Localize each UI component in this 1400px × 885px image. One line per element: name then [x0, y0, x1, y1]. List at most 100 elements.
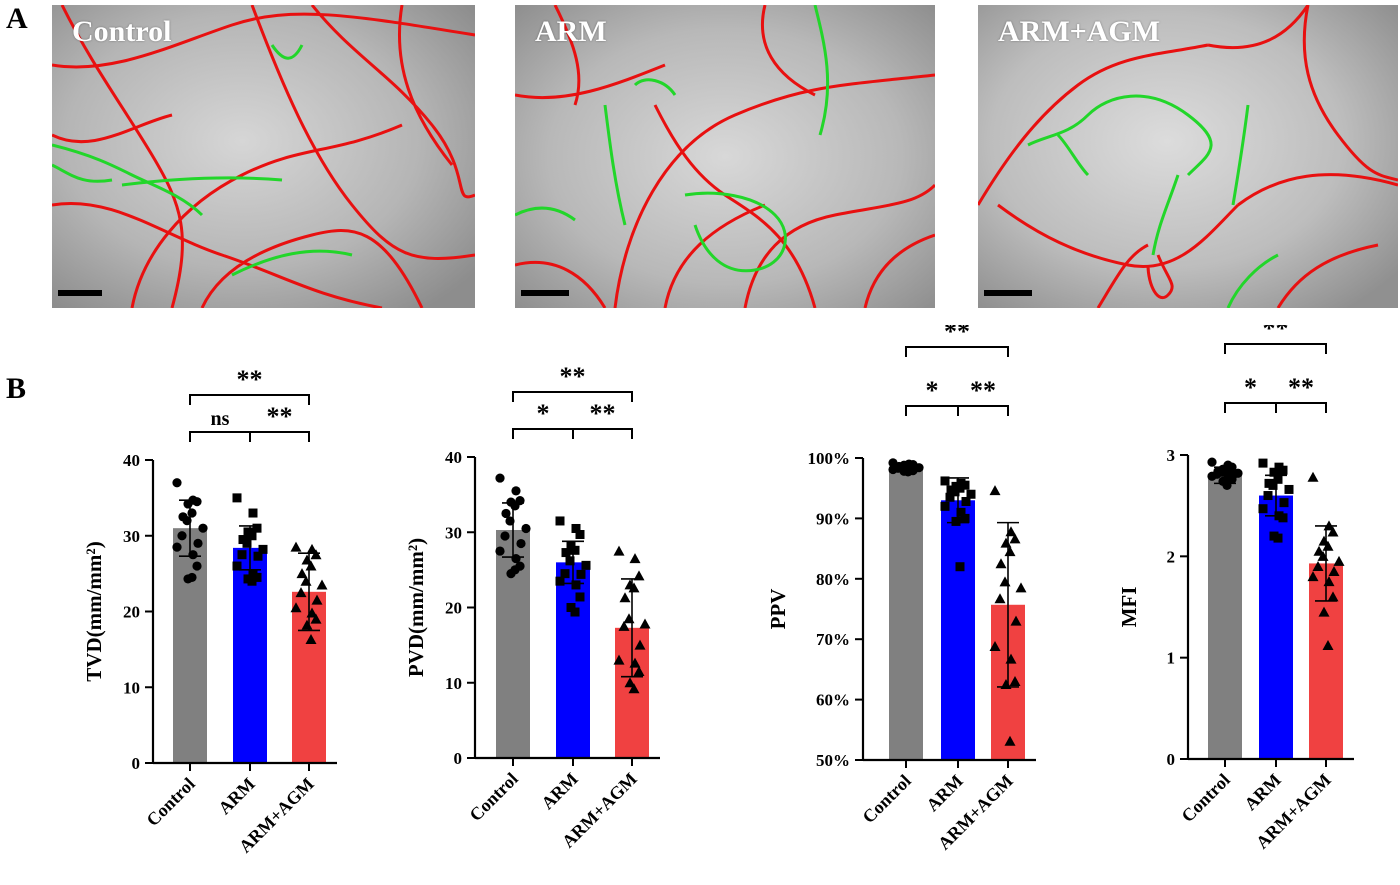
- data-point: [510, 501, 520, 511]
- data-point: [628, 582, 640, 593]
- y-tick-label: 70%: [816, 630, 850, 649]
- data-point: [290, 541, 302, 552]
- x-tick-label: ARM: [214, 774, 259, 819]
- data-point: [177, 531, 187, 541]
- data-point: [232, 493, 242, 503]
- data-point: [1010, 615, 1022, 626]
- data-point: [1284, 484, 1294, 494]
- data-point: [1273, 533, 1283, 543]
- significance-bracket: [189, 431, 251, 442]
- data-point: [619, 592, 631, 603]
- x-tick-label: ARM: [922, 771, 967, 816]
- data-point: [629, 657, 641, 668]
- data-point: [1263, 491, 1273, 501]
- data-point: [560, 569, 570, 579]
- y-axis-label: MFI: [1117, 587, 1141, 628]
- significance-bracket: [512, 428, 574, 439]
- significance-bracket: [572, 428, 633, 439]
- significance-bracket: [1224, 343, 1327, 354]
- data-point: [960, 513, 970, 523]
- data-point: [940, 476, 950, 486]
- data-point: [188, 550, 198, 560]
- panel-label-b: B: [6, 372, 27, 405]
- data-point: [1322, 640, 1334, 651]
- data-point: [1323, 576, 1335, 587]
- data-point: [305, 560, 317, 571]
- data-point: [999, 576, 1011, 587]
- y-tick-label: 80%: [816, 570, 850, 589]
- data-point: [516, 538, 526, 549]
- data-point: [1323, 520, 1335, 531]
- data-point: [198, 523, 208, 533]
- data-point: [994, 593, 1006, 604]
- bar: [496, 529, 530, 758]
- data-point: [629, 553, 641, 564]
- data-point: [1327, 526, 1339, 537]
- micrograph-label: ARM+AGM: [998, 15, 1161, 48]
- data-point: [570, 607, 580, 617]
- data-point: [1328, 566, 1340, 577]
- data-point: [945, 492, 955, 502]
- data-point: [1004, 546, 1016, 557]
- bar: [889, 467, 923, 760]
- data-point: [311, 594, 323, 605]
- y-tick-label: 0: [454, 749, 463, 768]
- data-point: [575, 592, 585, 602]
- data-point: [1227, 474, 1237, 484]
- data-point: [634, 639, 646, 650]
- y-tick-label: 10: [123, 678, 140, 697]
- data-point: [565, 556, 575, 566]
- data-point: [903, 467, 913, 477]
- significance-bracket: [957, 405, 1009, 416]
- data-point: [1307, 571, 1319, 582]
- data-point: [628, 683, 640, 694]
- data-point: [296, 568, 308, 579]
- significance-label: **: [590, 399, 616, 428]
- data-point: [182, 516, 192, 526]
- x-tick-label: Control: [142, 774, 198, 830]
- bar: [941, 500, 975, 760]
- y-tick-label: 3: [1167, 446, 1176, 465]
- y-tick-label: 1: [1167, 649, 1176, 668]
- x-tick-label: ARM: [1240, 770, 1285, 815]
- data-point: [253, 551, 263, 561]
- data-point: [1279, 498, 1289, 508]
- data-point: [310, 549, 322, 560]
- data-point: [193, 538, 203, 548]
- data-point: [252, 523, 262, 533]
- significance-label: **: [267, 402, 293, 431]
- data-point: [1222, 480, 1232, 490]
- data-point: [955, 562, 965, 572]
- data-point: [618, 620, 630, 631]
- data-point: [510, 565, 520, 575]
- data-point: [561, 548, 571, 558]
- data-point: [989, 485, 1001, 496]
- data-point: [575, 530, 585, 540]
- data-point: [1207, 471, 1217, 481]
- data-point: [1015, 582, 1027, 593]
- significance-bracket: [249, 431, 310, 442]
- micrograph-label: ARM: [535, 15, 607, 48]
- significance-bracket: [905, 405, 959, 416]
- data-point: [950, 487, 960, 497]
- y-axis-label: PVD(mm/mm²): [404, 538, 428, 677]
- data-point: [955, 483, 965, 493]
- data-point: [183, 499, 193, 509]
- y-tick-label: 30: [445, 523, 462, 542]
- data-point: [301, 554, 313, 565]
- y-tick-label: 10: [445, 674, 462, 693]
- data-point: [613, 654, 625, 665]
- data-point: [1273, 474, 1283, 484]
- significance-label: *: [537, 399, 550, 428]
- y-tick-label: 20: [123, 603, 140, 622]
- micrograph-arm: ARM: [515, 5, 935, 308]
- y-tick-label: 40: [445, 448, 462, 467]
- data-point: [1005, 653, 1017, 664]
- data-point: [495, 546, 505, 556]
- data-point: [187, 572, 197, 583]
- data-point: [1000, 679, 1012, 689]
- data-point: [571, 523, 581, 533]
- x-tick-label: Control: [465, 769, 521, 825]
